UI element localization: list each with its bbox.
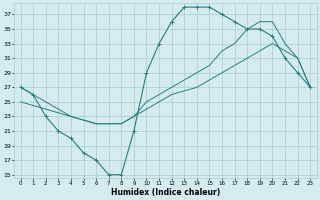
X-axis label: Humidex (Indice chaleur): Humidex (Indice chaleur) (111, 188, 220, 197)
